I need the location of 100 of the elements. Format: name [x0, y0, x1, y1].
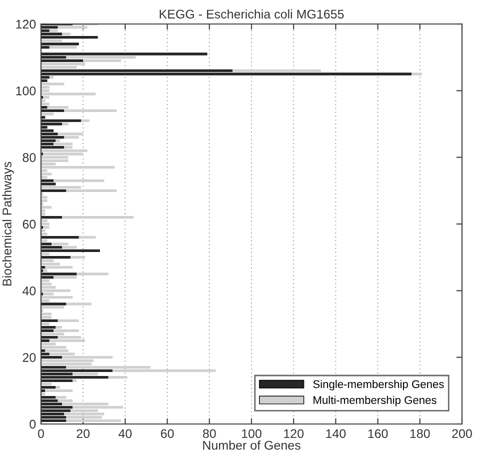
- bar: [232, 69, 321, 72]
- y-tick-label: 0: [30, 420, 36, 429]
- bar: [41, 322, 50, 326]
- bar: [41, 399, 58, 402]
- bar: [76, 272, 108, 276]
- bar: [41, 272, 77, 276]
- bar: [41, 282, 52, 286]
- bar: [41, 172, 52, 176]
- bar: [54, 276, 77, 279]
- bar: [41, 149, 88, 152]
- bar: [62, 216, 134, 219]
- bar: [49, 29, 58, 32]
- x-tick-label: 120: [284, 429, 304, 438]
- bar: [41, 112, 54, 116]
- bar: [70, 256, 86, 259]
- y-axis-title: Biochemical Pathways: [2, 162, 14, 286]
- bar: [41, 346, 66, 349]
- x-tick-label: 80: [202, 429, 216, 438]
- bar: [41, 419, 66, 422]
- bar: [41, 306, 64, 309]
- bar: [108, 376, 128, 379]
- bar: [66, 56, 136, 59]
- bar: [411, 72, 422, 76]
- bar: [41, 59, 84, 62]
- bar: [41, 392, 46, 396]
- bar: [72, 379, 77, 382]
- x-tick-label: 160: [368, 429, 388, 438]
- bar: [54, 179, 104, 182]
- bar: [64, 412, 104, 416]
- bar: [41, 409, 70, 412]
- y-tick-label: 80: [22, 153, 36, 162]
- bar: [41, 319, 58, 322]
- bar: [41, 136, 64, 139]
- bar: [41, 256, 70, 259]
- bar: [80, 119, 90, 122]
- legend-label: Single-membership Genes: [313, 380, 444, 390]
- bar: [41, 146, 64, 149]
- bar: [43, 152, 84, 156]
- bar: [41, 119, 81, 122]
- y-tick-label: 120: [16, 20, 36, 29]
- bar: [58, 132, 84, 136]
- x-tick-label: 20: [76, 429, 90, 438]
- bar: [41, 109, 64, 112]
- bar: [41, 176, 48, 179]
- bar: [41, 376, 108, 379]
- bar: [41, 212, 46, 216]
- bar: [62, 122, 68, 126]
- x-tick-label: 100: [242, 429, 262, 438]
- bar: [66, 419, 121, 422]
- bar: [58, 319, 79, 322]
- bar: [41, 39, 62, 42]
- bar: [41, 356, 62, 359]
- y-tick-label: 100: [16, 86, 36, 96]
- x-tick-label: 140: [326, 429, 346, 438]
- bar: [62, 32, 70, 36]
- bar: [41, 189, 66, 192]
- bar: [49, 46, 77, 49]
- bar: [78, 236, 96, 239]
- bar: [41, 182, 56, 186]
- x-axis-title: Number of Genes: [203, 440, 300, 450]
- x-tick-label: 200: [452, 429, 472, 438]
- bar: [41, 369, 113, 372]
- x-tick-label: 60: [160, 429, 174, 438]
- bar: [41, 252, 50, 256]
- bar: [41, 312, 52, 316]
- bar: [41, 289, 70, 292]
- bar: [41, 239, 48, 242]
- bar: [41, 406, 73, 409]
- bar: [41, 42, 79, 46]
- bar: [41, 52, 208, 56]
- bar: [41, 336, 58, 339]
- x-tick-label: 0: [38, 429, 44, 438]
- bar: [41, 36, 98, 39]
- bar: [41, 236, 79, 239]
- bar: [41, 216, 62, 219]
- bar: [66, 302, 92, 306]
- bar: [41, 382, 52, 386]
- y-tick-label: 20: [22, 353, 36, 362]
- x-tick-label: 180: [410, 429, 430, 438]
- bar: [41, 82, 64, 86]
- y-tick-label: 60: [22, 220, 36, 229]
- bar: [41, 249, 100, 252]
- bar: [45, 266, 73, 269]
- bar: [41, 219, 48, 222]
- bar: [41, 232, 48, 236]
- bar: [41, 222, 50, 226]
- bar: [41, 166, 115, 169]
- bar: [72, 372, 98, 376]
- bar: [41, 159, 68, 162]
- bar: [45, 389, 73, 392]
- bar: [41, 302, 66, 306]
- bar: [41, 296, 73, 299]
- bar: [41, 79, 48, 82]
- bar: [43, 226, 50, 229]
- bar: [54, 142, 73, 146]
- bar: [41, 199, 48, 202]
- bar: [41, 72, 412, 76]
- chart-title: KEGG - Escherichia coli MG1655: [160, 9, 344, 19]
- y-tick-label: 40: [22, 286, 36, 296]
- x-tick-label: 40: [118, 429, 132, 438]
